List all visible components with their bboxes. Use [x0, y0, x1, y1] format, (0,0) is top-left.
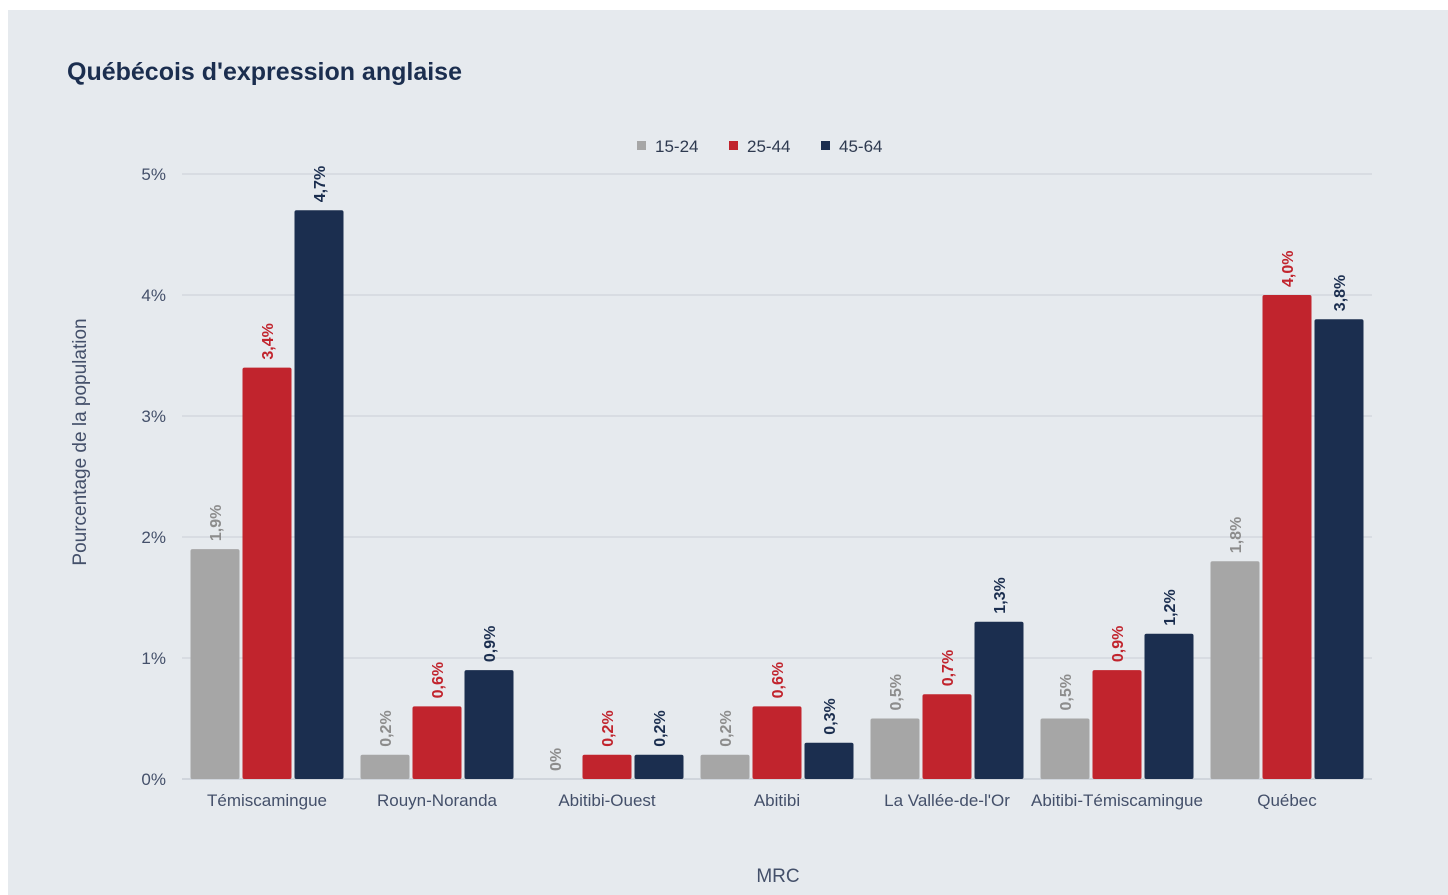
chart-title: Québécois d'expression anglaise: [67, 58, 462, 86]
bar: [1144, 633, 1194, 779]
bar: [1092, 670, 1142, 779]
bar: [1262, 295, 1312, 779]
x-tick-label: Abitibi-Ouest: [558, 791, 656, 810]
x-axis-ticks: Témiscamingue Rouyn-Noranda Abitibi-Ouest A…: [207, 791, 1317, 810]
x-tick-label: La Vallée-de-l'Or: [884, 791, 1010, 810]
data-label: 0,2%: [652, 710, 669, 746]
legend: 15-24 25-44 45-64: [637, 137, 882, 156]
data-label: 1,2%: [1162, 589, 1179, 625]
x-tick-label: Témiscamingue: [207, 791, 327, 810]
x-axis-label: MRC: [756, 866, 799, 887]
y-axis-ticks: 0% 1% 2% 3% 4% 5%: [141, 165, 166, 789]
data-label: 0,2%: [718, 710, 735, 746]
legend-label: 25-44: [747, 137, 790, 156]
legend-label: 15-24: [655, 137, 698, 156]
data-label: 1,9%: [208, 505, 225, 541]
bar: [242, 367, 292, 779]
y-tick-label: 4%: [141, 286, 166, 305]
bars: [190, 210, 1364, 780]
bar: [922, 694, 972, 779]
data-label: 4,7%: [312, 166, 329, 202]
data-label: 0,9%: [1110, 626, 1127, 662]
legend-swatch: [821, 141, 830, 150]
bar: [190, 549, 240, 779]
bar: [870, 718, 920, 779]
data-label: 0,2%: [600, 710, 617, 746]
data-labels: 1,9% 3,4% 4,7% 0,2% 0,6% 0,9% 0% 0,2% 0,2% 0,2% 0,…: [208, 166, 1349, 771]
y-tick-label: 5%: [141, 165, 166, 184]
data-label: 1,3%: [992, 577, 1009, 613]
x-tick-label: Abitibi-Témiscamingue: [1031, 791, 1203, 810]
x-tick-label: Rouyn-Noranda: [377, 791, 498, 810]
data-label: 1,8%: [1228, 517, 1245, 553]
bar: [294, 210, 344, 780]
bar: [360, 754, 410, 779]
y-tick-label: 2%: [141, 528, 166, 547]
bar: [1210, 561, 1260, 779]
bar: [412, 706, 462, 779]
bar: [974, 621, 1024, 779]
data-label: 0,6%: [770, 662, 787, 698]
data-label: 0,6%: [430, 662, 447, 698]
y-tick-label: 0%: [141, 770, 166, 789]
bar: [464, 670, 514, 779]
data-label: 0,9%: [482, 626, 499, 662]
y-tick-label: 3%: [141, 407, 166, 426]
x-tick-label: Québec: [1257, 791, 1317, 810]
y-axis-label: Pourcentage de la population: [70, 318, 91, 565]
bar: [1314, 319, 1364, 779]
x-tick-label: Abitibi: [754, 791, 800, 810]
legend-label: 45-64: [839, 137, 882, 156]
data-label: 4,0%: [1280, 251, 1297, 287]
data-label: 0,5%: [888, 674, 905, 710]
bar: [1040, 718, 1090, 779]
data-label: 3,8%: [1332, 275, 1349, 311]
data-label: 0,2%: [378, 710, 395, 746]
bar: [582, 754, 632, 779]
data-label: 0,5%: [1058, 674, 1075, 710]
bar: [634, 754, 684, 779]
legend-swatch: [637, 141, 646, 150]
y-tick-label: 1%: [141, 649, 166, 668]
data-label: 0,7%: [940, 650, 957, 686]
bar: [804, 742, 854, 779]
data-label: 0,3%: [822, 698, 839, 734]
bar: [752, 706, 802, 779]
data-label: 0%: [548, 748, 565, 771]
data-label: 3,4%: [260, 323, 277, 359]
legend-swatch: [729, 141, 738, 150]
bar: [700, 754, 750, 779]
